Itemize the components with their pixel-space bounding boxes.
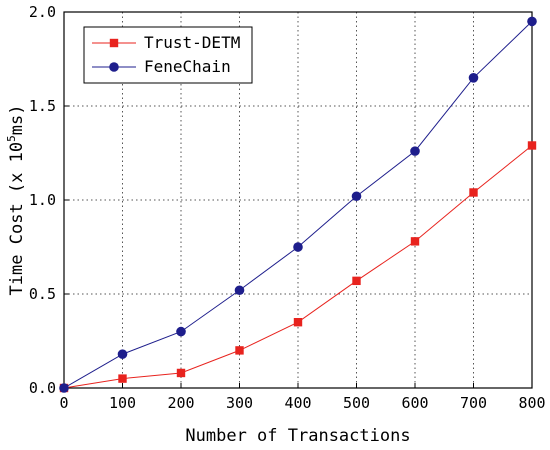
x-tick-label: 700: [460, 394, 487, 412]
data-point-fenechain: [117, 349, 128, 359]
legend: Trust-DETM FeneChain: [83, 26, 253, 84]
x-tick-label: 800: [518, 394, 545, 412]
y-tick-label: 0.0: [29, 379, 56, 397]
y-axis-title-prefix: Time Cost (x 10: [7, 142, 27, 296]
data-point-trust-detm: [235, 346, 244, 355]
data-point-fenechain: [59, 383, 69, 393]
data-point-fenechain: [293, 242, 303, 252]
legend-box: [83, 26, 253, 84]
series-trust-detm: [59, 141, 537, 393]
data-point-trust-detm: [410, 237, 420, 246]
x-tick-label: 200: [167, 394, 194, 412]
y-tick-label: 1.0: [29, 191, 56, 209]
legend-item-trust-detm: Trust-DETM: [92, 33, 240, 52]
data-point-trust-detm: [293, 318, 303, 327]
y-axis-title-superscript: 5: [5, 135, 18, 142]
series-layer: [59, 16, 537, 393]
series-fenechain: [59, 16, 537, 393]
y-axis-title: Time Cost (x 105ms): [5, 105, 27, 296]
data-point-trust-detm: [176, 368, 186, 378]
legend-item-fenechain: FeneChain: [92, 57, 231, 76]
y-tick-label: 0.5: [29, 285, 56, 303]
x-tick-label: 400: [284, 394, 311, 412]
series-line-trust-detm: [63, 145, 533, 389]
data-point-trust-detm: [527, 141, 537, 150]
legend-marker: [109, 62, 119, 72]
legend-label: Trust-DETM: [144, 33, 240, 52]
data-point-trust-detm: [469, 188, 478, 197]
x-tick-label: 300: [226, 394, 253, 412]
data-point-fenechain: [527, 16, 537, 27]
data-point-trust-detm: [352, 276, 361, 286]
grid-lines: [64, 12, 532, 388]
x-tick-label: 600: [401, 394, 428, 412]
x-tick-label: 0: [59, 394, 68, 412]
y-tick-label: 1.5: [29, 97, 56, 115]
y-axis-title-suffix: ms): [7, 105, 27, 136]
legend-marker: [109, 38, 119, 48]
data-point-fenechain: [468, 73, 479, 83]
data-point-fenechain: [410, 146, 420, 156]
x-tick-label: 100: [109, 394, 136, 412]
y-tick-label: 2.0: [29, 3, 56, 21]
legend-label: FeneChain: [144, 57, 231, 76]
x-tick-label: 500: [343, 394, 370, 412]
data-point-fenechain: [351, 191, 362, 202]
x-axis-title: Number of Transactions: [185, 426, 410, 446]
y-axis-ticks: 0.0 0.5 1.0 1.5 2.0: [29, 3, 69, 397]
data-point-trust-detm: [118, 374, 127, 383]
x-axis-ticks: 0 100 200 300 400 500 600 700 800: [59, 383, 546, 412]
data-point-fenechain: [234, 285, 245, 296]
legend-items: Trust-DETM FeneChain: [92, 33, 240, 76]
data-point-fenechain: [176, 326, 186, 337]
